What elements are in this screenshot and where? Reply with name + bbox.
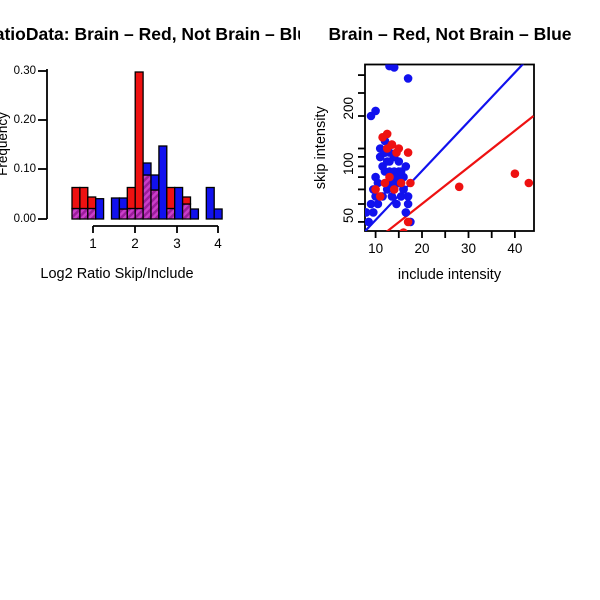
svg-text:3: 3: [173, 236, 181, 251]
svg-text:0.00: 0.00: [14, 213, 36, 225]
svg-text:30: 30: [461, 241, 476, 256]
svg-text:LogRatioData: Brain – Red, Not: LogRatioData: Brain – Red, Not Brain – B…: [0, 24, 300, 44]
svg-text:200: 200: [341, 97, 356, 120]
svg-text:10: 10: [368, 241, 383, 256]
svg-text:40: 40: [507, 241, 522, 256]
svg-text:4: 4: [214, 236, 222, 251]
svg-text:0.20: 0.20: [14, 114, 36, 126]
svg-text:skip intensity: skip intensity: [313, 106, 329, 190]
svg-text:include intensity: include intensity: [398, 267, 502, 283]
svg-text:Log2 Ratio Skip/Include: Log2 Ratio Skip/Include: [40, 266, 193, 282]
svg-text:0.30: 0.30: [14, 65, 36, 77]
svg-text:50: 50: [341, 208, 356, 223]
svg-text:Frequency: Frequency: [0, 112, 10, 176]
svg-text:2: 2: [131, 236, 139, 251]
svg-text:100: 100: [341, 153, 356, 176]
svg-text:Brain – Red, Not Brain – Blue: Brain – Red, Not Brain – Blue: [328, 24, 571, 44]
svg-text:0.10: 0.10: [14, 163, 36, 175]
svg-text:20: 20: [414, 241, 429, 256]
svg-text:1: 1: [89, 236, 97, 251]
